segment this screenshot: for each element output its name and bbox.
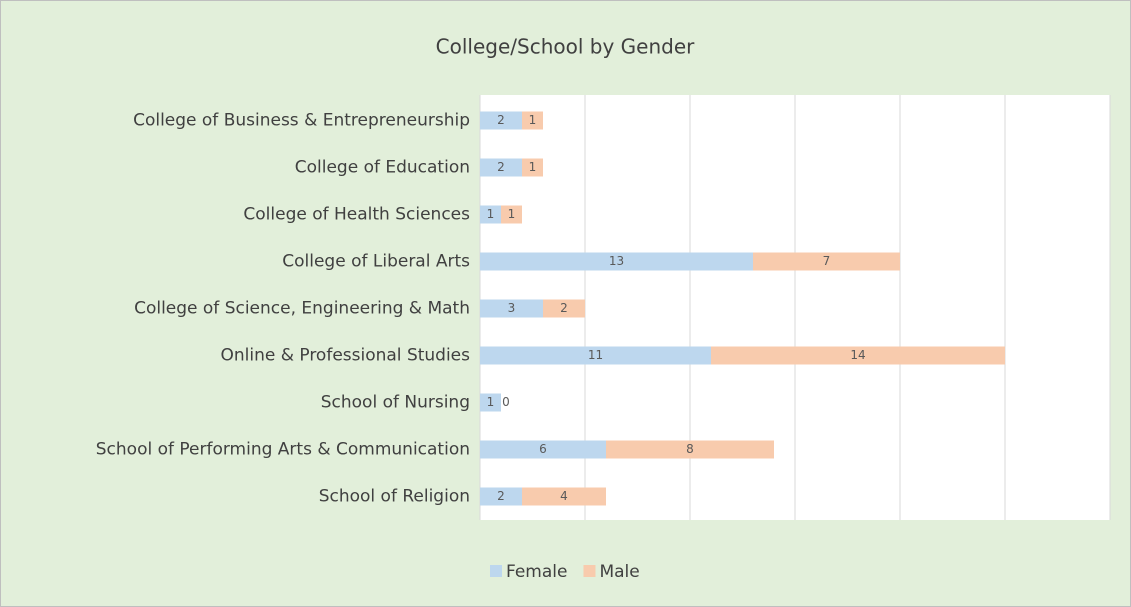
bar-segment	[543, 299, 585, 318]
bar-segment	[522, 487, 606, 506]
data-label: 1	[529, 160, 537, 174]
data-label: 1	[529, 113, 537, 127]
legend-label: Female	[506, 562, 567, 582]
data-label: 2	[560, 301, 568, 315]
data-label: 0	[502, 395, 510, 409]
data-label: 4	[560, 489, 568, 503]
legend-swatch	[583, 565, 596, 577]
data-label: 1	[508, 207, 516, 221]
y-tick-label: College of Business & Entrepreneurship	[133, 111, 470, 131]
bar-segment	[753, 252, 900, 271]
bar-segment	[606, 440, 774, 459]
data-label: 1	[487, 395, 495, 409]
chart-title: College/School by Gender	[436, 35, 695, 59]
data-label: 14	[850, 348, 865, 362]
y-tick-label: College of Science, Engineering & Math	[134, 299, 470, 319]
bar-segment	[480, 299, 543, 318]
bar-segment	[711, 346, 1005, 365]
bar-segment	[480, 346, 711, 365]
legend-label: Male	[599, 562, 639, 582]
y-tick-label: School of Performing Arts & Communicatio…	[96, 440, 470, 460]
data-label: 2	[497, 113, 505, 127]
bar-segment	[480, 158, 522, 177]
bar-segment	[522, 111, 543, 130]
data-label: 8	[686, 442, 694, 456]
bar-segment	[522, 158, 543, 177]
data-label: 11	[588, 348, 603, 362]
data-label: 2	[497, 489, 505, 503]
data-label: 3	[508, 301, 516, 315]
bar-segment	[480, 111, 522, 130]
y-tick-label: Online & Professional Studies	[220, 346, 470, 366]
data-label: 7	[823, 254, 831, 268]
y-tick-label: School of Nursing	[321, 393, 470, 413]
bar-segment	[480, 487, 522, 506]
bar-segment	[501, 205, 522, 224]
bar-segment	[480, 393, 501, 412]
data-label: 6	[539, 442, 547, 456]
y-tick-label: College of Liberal Arts	[282, 252, 470, 272]
y-tick-label: School of Religion	[319, 487, 470, 507]
bar-segment	[480, 205, 501, 224]
bar-segment	[480, 440, 606, 459]
data-label: 13	[609, 254, 624, 268]
y-tick-label: College of Health Sciences	[243, 205, 470, 225]
data-label: 2	[497, 160, 505, 174]
legend-swatch	[490, 565, 502, 577]
bar-segment	[480, 252, 753, 271]
y-tick-label: College of Education	[295, 158, 470, 178]
data-label: 1	[487, 207, 495, 221]
